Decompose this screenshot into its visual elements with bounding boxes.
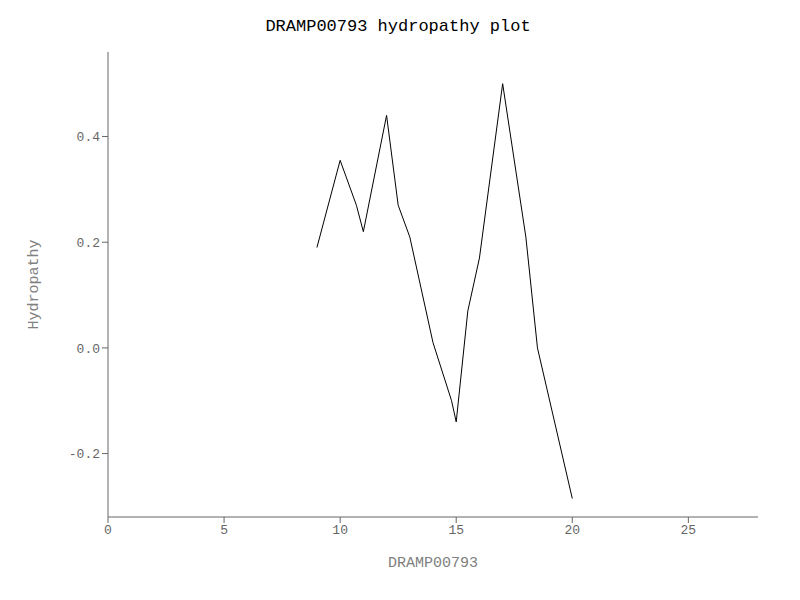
svg-text:DRAMP00793: DRAMP00793 (388, 555, 478, 572)
svg-text:5: 5 (220, 523, 228, 538)
svg-text:-0.2: -0.2 (69, 447, 100, 462)
svg-text:25: 25 (681, 523, 697, 538)
svg-text:0.0: 0.0 (77, 342, 100, 357)
html-text:DRAMP00793 hydropathy plot: DRAMP00793 hydropathy plot (265, 17, 531, 36)
svg-text:0.2: 0.2 (77, 236, 100, 251)
svg-text:0: 0 (104, 523, 112, 538)
svg-text:Hydropathy: Hydropathy (26, 239, 43, 329)
svg-text:20: 20 (564, 523, 580, 538)
svg-text:15: 15 (448, 523, 464, 538)
svg-text:10: 10 (332, 523, 348, 538)
svg-text:0.4: 0.4 (77, 130, 101, 145)
